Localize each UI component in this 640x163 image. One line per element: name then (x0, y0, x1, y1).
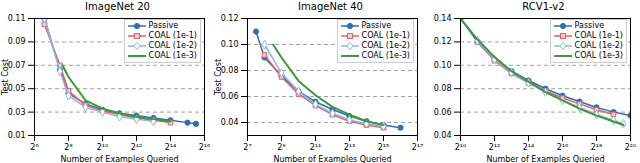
html-text:COAL (1e-3): COAL (1e-3) (148, 51, 197, 60)
svg-text:2⁹: 2⁹ (277, 143, 285, 152)
html-text:COAL (1e-1): COAL (1e-1) (148, 31, 197, 40)
svg-text:Number of Examples Queried: Number of Examples Queried (273, 155, 391, 163)
svg-text:0.01: 0.01 (8, 131, 26, 140)
html-text:COAL (1e-3): COAL (1e-3) (574, 51, 623, 60)
svg-text:Test Cost: Test Cost (214, 59, 223, 96)
svg-text:2¹⁵: 2¹⁵ (378, 143, 390, 152)
svg-text:Number of Examples Queried: Number of Examples Queried (486, 155, 604, 163)
html-text:ImageNet 20: ImageNet 20 (85, 1, 150, 12)
svg-text:0.03: 0.03 (8, 108, 26, 117)
svg-text:0.06: 0.06 (434, 108, 452, 117)
html-text:COAL (1e-1): COAL (1e-1) (574, 31, 623, 40)
svg-text:2⁶: 2⁶ (30, 143, 38, 152)
svg-text:0.10: 0.10 (221, 40, 239, 49)
svg-text:2¹⁴: 2¹⁴ (523, 143, 535, 152)
svg-text:2¹⁰: 2¹⁰ (455, 143, 467, 152)
html-text:RCV1-v2: RCV1-v2 (522, 1, 565, 12)
svg-text:0.12: 0.12 (221, 14, 239, 23)
svg-text:2¹¹: 2¹¹ (310, 143, 322, 152)
svg-text:0.08: 0.08 (221, 66, 239, 75)
svg-text:2¹²: 2¹² (131, 143, 143, 152)
svg-text:2¹³: 2¹³ (344, 143, 356, 152)
svg-text:0.11: 0.11 (8, 14, 26, 23)
html-text:Passive: Passive (148, 21, 179, 30)
svg-text:2¹⁶: 2¹⁶ (557, 143, 569, 152)
svg-text:2¹⁷: 2¹⁷ (412, 143, 424, 152)
svg-text:2¹⁴: 2¹⁴ (165, 143, 177, 152)
svg-text:0.10: 0.10 (434, 61, 452, 70)
svg-text:2¹⁸: 2¹⁸ (591, 143, 603, 152)
html-text:Passive: Passive (574, 21, 605, 30)
svg-text:0.04: 0.04 (221, 118, 239, 127)
html-text:COAL (1e-2): COAL (1e-2) (148, 41, 197, 50)
svg-text:0.04: 0.04 (434, 131, 452, 140)
html-text:COAL (1e-2): COAL (1e-2) (361, 41, 410, 50)
svg-text:0.08: 0.08 (434, 84, 452, 93)
svg-text:0.06: 0.06 (221, 92, 239, 101)
svg-text:2²⁰: 2²⁰ (625, 143, 637, 152)
html-text:COAL (1e-3): COAL (1e-3) (361, 51, 410, 60)
html-text:COAL (1e-1): COAL (1e-1) (361, 31, 410, 40)
svg-text:0.14: 0.14 (434, 14, 452, 23)
svg-text:0.09: 0.09 (8, 37, 26, 46)
svg-text:Test Cost: Test Cost (1, 59, 10, 96)
svg-text:2⁸: 2⁸ (64, 143, 72, 152)
svg-text:Number of Examples Queried: Number of Examples Queried (60, 155, 178, 163)
svg-text:0.12: 0.12 (434, 37, 452, 46)
html-text:Passive: Passive (361, 21, 392, 30)
svg-text:2⁷: 2⁷ (243, 143, 251, 152)
html-text:ImageNet 40: ImageNet 40 (298, 1, 363, 12)
svg-text:2¹²: 2¹² (489, 143, 501, 152)
svg-text:2¹⁰: 2¹⁰ (97, 143, 109, 152)
html-text:COAL (1e-2): COAL (1e-2) (574, 41, 623, 50)
svg-text:2¹⁶: 2¹⁶ (199, 143, 211, 152)
svg-text:0.07: 0.07 (8, 61, 26, 70)
svg-text:0.05: 0.05 (8, 84, 26, 93)
